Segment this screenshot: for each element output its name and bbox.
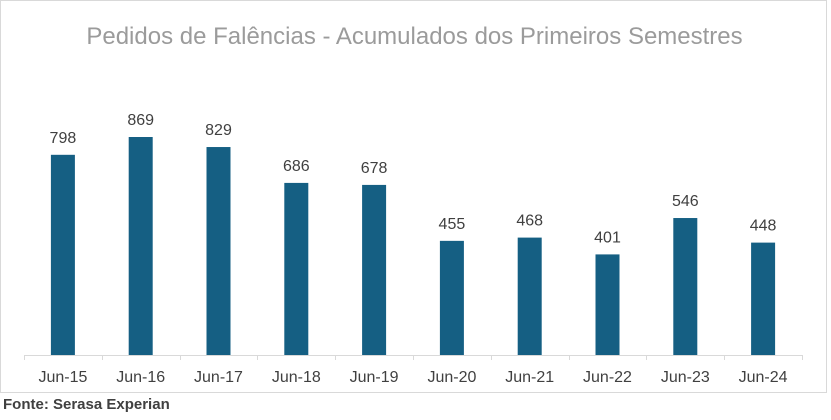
tick-marks-layer <box>24 355 803 360</box>
x-tick-label: Jun-15 <box>38 369 87 386</box>
x-tick-label: Jun-21 <box>505 369 554 386</box>
labels-layer: 798 Jun-15 869 Jun-16 829 Jun-17 686 Jun-18 678 J… <box>38 112 787 386</box>
data-label: 678 <box>361 160 388 177</box>
x-tick-label: Jun-19 <box>350 369 399 386</box>
chart-area: Pedidos de Falências - Acumulados dos Pr… <box>0 0 827 393</box>
bar-jun-21 <box>517 237 542 355</box>
bar-jun-18 <box>284 182 309 355</box>
x-tick-label: Jun-24 <box>739 369 788 386</box>
bar-jun-19 <box>362 184 387 355</box>
bar-chart: 798 Jun-15 869 Jun-16 829 Jun-17 686 Jun-18 678 J… <box>24 112 803 386</box>
bar-jun-24 <box>751 242 776 355</box>
bar-jun-16 <box>128 137 153 355</box>
bar-jun-22 <box>595 254 620 355</box>
bar-jun-23 <box>673 218 698 355</box>
data-label: 401 <box>594 229 621 246</box>
data-label: 448 <box>750 218 777 235</box>
bar-jun-17 <box>206 147 231 355</box>
data-label: 829 <box>205 122 232 139</box>
x-tick-label: Jun-18 <box>272 369 321 386</box>
source-note: Fonte: Serasa Experian <box>3 396 170 413</box>
data-label: 468 <box>516 213 543 230</box>
x-tick-label: Jun-17 <box>194 369 243 386</box>
data-label: 869 <box>127 112 154 129</box>
chart-title: Pedidos de Falências - Acumulados dos Pr… <box>86 23 743 50</box>
x-tick-label: Jun-20 <box>427 369 476 386</box>
bar-jun-20 <box>439 240 464 355</box>
data-label: 686 <box>283 158 310 175</box>
data-label: 798 <box>50 130 77 147</box>
bars-layer <box>50 137 776 355</box>
x-tick-label: Jun-22 <box>583 369 632 386</box>
x-tick-label: Jun-16 <box>116 369 165 386</box>
bar-jun-15 <box>50 154 75 355</box>
x-tick-label: Jun-23 <box>661 369 710 386</box>
data-label: 546 <box>672 193 699 210</box>
data-label: 455 <box>439 216 466 233</box>
